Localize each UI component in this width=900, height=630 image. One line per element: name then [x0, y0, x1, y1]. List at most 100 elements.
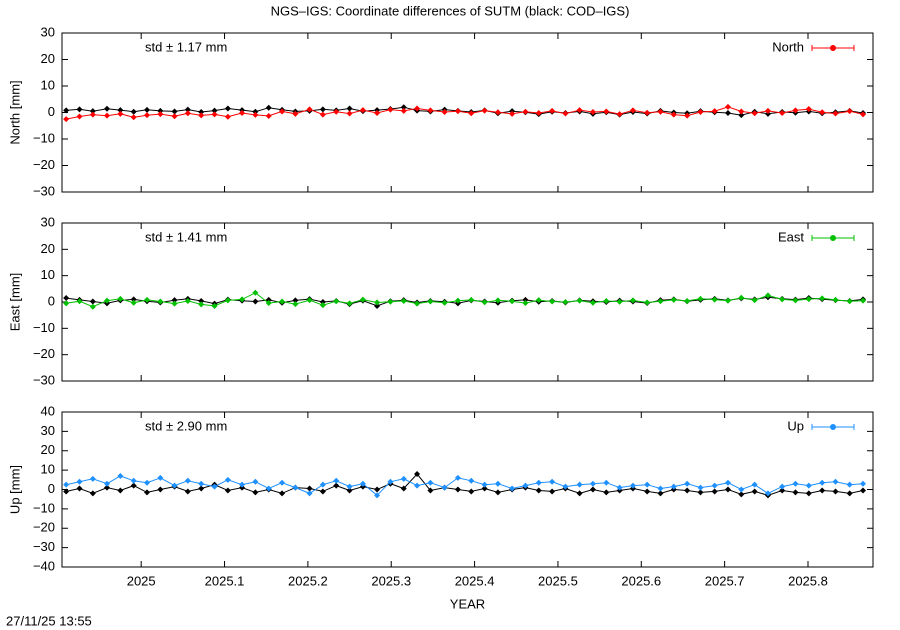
point [629, 107, 636, 114]
point [629, 482, 636, 489]
point [171, 113, 178, 120]
point [859, 487, 866, 494]
point [697, 489, 704, 496]
point [130, 108, 137, 115]
point [859, 480, 866, 487]
y-tick-label: 10 [41, 77, 55, 92]
point [400, 104, 407, 111]
point [805, 106, 812, 113]
point [346, 105, 353, 112]
point [171, 108, 178, 115]
y-tick-label: 20 [41, 442, 55, 457]
point [589, 108, 596, 115]
point [764, 490, 771, 497]
figure-title: NGS–IGS: Coordinate differences of SUTM … [271, 3, 630, 18]
point [414, 471, 421, 477]
point [306, 490, 313, 497]
point [224, 487, 231, 494]
point [616, 484, 623, 491]
x-tick-label: 2025.7 [705, 573, 745, 588]
point [76, 106, 83, 113]
point [414, 105, 421, 112]
y-tick-label: 40 [41, 403, 55, 418]
point [104, 484, 111, 491]
point [171, 297, 178, 304]
point [89, 475, 96, 482]
point [644, 299, 651, 306]
point [738, 486, 745, 493]
point [697, 108, 704, 115]
y-tick-label: 20 [41, 241, 55, 256]
point [319, 111, 326, 118]
point [549, 107, 556, 114]
point [333, 298, 340, 305]
point [374, 302, 381, 309]
point [603, 489, 610, 496]
point [359, 107, 366, 114]
point [522, 482, 529, 489]
point [76, 478, 83, 485]
point [157, 474, 164, 481]
point [832, 110, 839, 117]
point [738, 294, 745, 301]
point [481, 485, 488, 492]
point [89, 111, 96, 118]
point [346, 483, 353, 490]
y-tick-label: 0 [48, 481, 55, 496]
point [724, 110, 731, 117]
y-tick-label: −30 [33, 372, 55, 387]
point [549, 478, 556, 485]
point [63, 481, 70, 488]
point [63, 488, 70, 495]
point [157, 298, 164, 305]
point [724, 479, 731, 486]
point [198, 108, 205, 115]
point [104, 480, 111, 487]
point [562, 483, 569, 490]
point [374, 299, 381, 306]
point [346, 110, 353, 117]
annotation: std ± 2.90 mm [145, 418, 227, 433]
point [629, 297, 636, 304]
point [603, 108, 610, 115]
point [494, 109, 501, 116]
point [576, 107, 583, 114]
point [427, 298, 434, 305]
point [211, 483, 218, 490]
y-tick-label: 10 [41, 267, 55, 282]
point [198, 485, 205, 492]
point [89, 298, 96, 305]
point [400, 485, 407, 492]
point [724, 103, 731, 110]
point [644, 488, 651, 495]
point [211, 302, 218, 309]
point [441, 299, 448, 306]
point [198, 301, 205, 308]
point [522, 300, 529, 307]
point [427, 487, 434, 494]
point [279, 479, 286, 486]
point [832, 478, 839, 485]
point [306, 485, 313, 492]
point [144, 489, 151, 496]
point [239, 296, 246, 303]
y-tick-label: −10 [33, 320, 55, 335]
point [684, 487, 691, 494]
point [603, 297, 610, 304]
point [319, 488, 326, 495]
point [481, 299, 488, 306]
point [846, 481, 853, 488]
point [576, 481, 583, 488]
point [819, 487, 826, 494]
legend-marker [830, 235, 836, 241]
point [779, 296, 786, 303]
point [468, 477, 475, 484]
point [832, 488, 839, 495]
point [117, 110, 124, 117]
x-tick-label: 2025.3 [371, 573, 411, 588]
point [468, 110, 475, 117]
point [589, 299, 596, 306]
point [171, 482, 178, 489]
point [265, 112, 272, 119]
point [333, 482, 340, 489]
